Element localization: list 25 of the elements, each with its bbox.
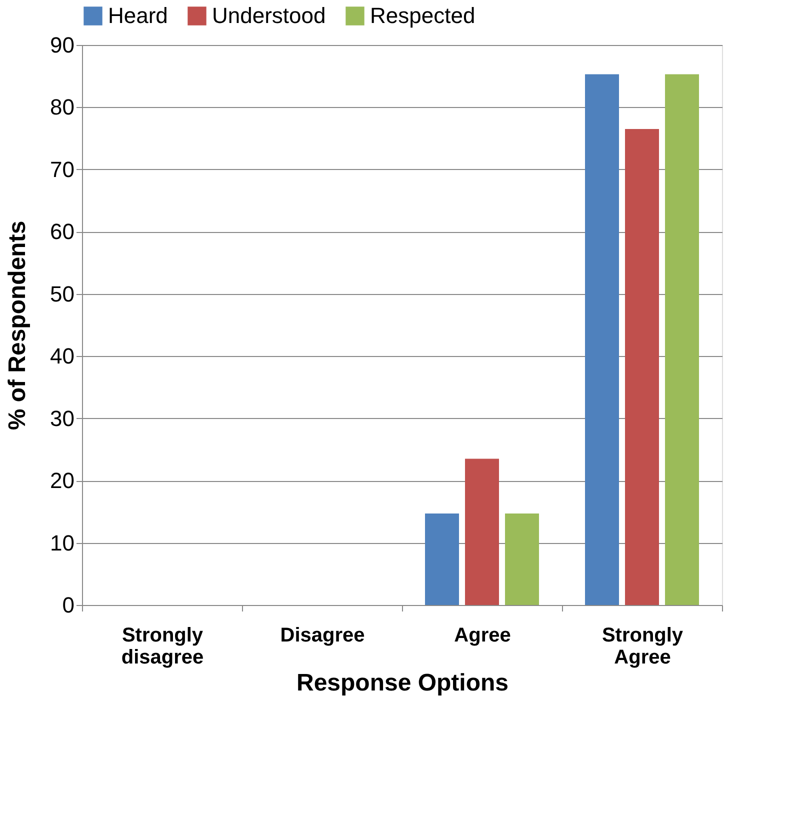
- bar: [505, 514, 539, 605]
- x-tick-label: Disagree: [280, 624, 365, 646]
- x-tick-label: Strongly disagree: [121, 624, 204, 668]
- x-axis-title: Response Options: [296, 670, 509, 696]
- y-tick-label: 40: [50, 344, 74, 369]
- y-tick-label: 80: [50, 94, 74, 120]
- bar: [465, 458, 499, 605]
- bar: [425, 514, 459, 605]
- legend-label: Heard: [108, 3, 168, 28]
- y-tick-label: 50: [50, 281, 74, 306]
- bar: [585, 74, 619, 605]
- y-tick-label: 70: [50, 156, 74, 182]
- y-axis-title: % of Respondents: [4, 220, 32, 430]
- bar: [665, 74, 699, 605]
- y-tick-label: 60: [50, 219, 74, 244]
- y-tick-label: 30: [50, 406, 74, 431]
- y-tick-label: 10: [50, 530, 74, 556]
- legend-label: Respected: [370, 3, 476, 28]
- y-tick-label: 90: [50, 32, 74, 58]
- legend-label: Understood: [212, 3, 326, 28]
- y-tick-label: 0: [62, 592, 74, 618]
- x-tick-label: Agree: [454, 624, 511, 646]
- y-tick-label: 20: [50, 468, 74, 494]
- x-tick-label: Strongly Agree: [602, 624, 684, 668]
- bar: [625, 129, 659, 605]
